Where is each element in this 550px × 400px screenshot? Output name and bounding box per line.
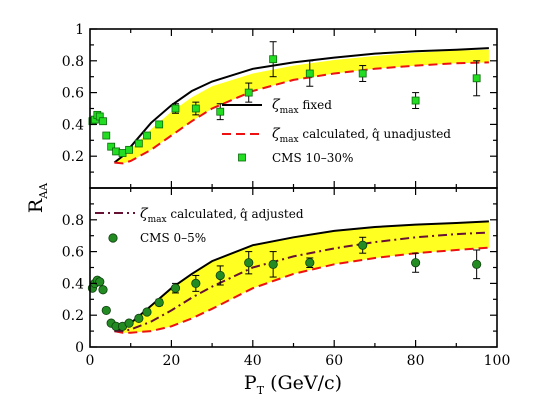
top-data-point	[191, 104, 200, 113]
bottom-data-point	[124, 318, 134, 328]
bottom-data-point	[410, 258, 421, 268]
legend-swatch-cms-10-30	[238, 153, 246, 162]
bottom-y-tick-label: 0.4	[62, 276, 84, 292]
legend-zeta-symbol: ζ	[272, 97, 281, 113]
bottom-y-tick-label: 0	[75, 340, 84, 356]
bottom-data-point	[134, 313, 144, 323]
legend-zeta-symbol: ζ	[272, 126, 281, 142]
x-axis-label: PT (GeV/c)	[244, 372, 342, 397]
bottom-x-tick-label: 0	[86, 353, 95, 369]
top-y-tick-label: 1	[75, 22, 84, 38]
bottom-data-point	[358, 240, 368, 250]
top-uncertainty-band	[114, 49, 489, 164]
top-data-point	[358, 69, 367, 78]
bottom-series-line-1	[114, 246, 489, 334]
bottom-data-point	[305, 258, 315, 268]
x-axis-label-sub: T	[257, 384, 265, 397]
y-axis-label-main: R	[25, 198, 47, 213]
legend-text: calculated,	[167, 207, 237, 221]
top-data-point	[269, 55, 278, 64]
bottom-data-point	[95, 277, 105, 287]
top-data-point	[102, 131, 111, 140]
top-data-point	[112, 147, 120, 156]
top-data-point	[472, 74, 481, 83]
x-axis-label-main: P	[244, 372, 257, 394]
top-data-point	[411, 96, 420, 105]
top-y-tick-label: 0.8	[62, 54, 84, 70]
bottom-data-point	[244, 258, 254, 268]
top-series-line-0	[113, 47, 489, 164]
legend-entry-cms-10-30: CMS 10–30%	[272, 151, 353, 165]
top-data-point	[216, 107, 225, 116]
bottom-x-tick-label: 60	[325, 353, 343, 369]
bottom-data-point	[154, 297, 164, 308]
bottom-x-tick-label: 80	[407, 353, 425, 369]
top-series-line-1	[114, 61, 489, 165]
bottom-y-tick-label: 0.2	[62, 308, 84, 324]
top-y-tick-label: 0.4	[62, 117, 84, 133]
top-y-tick-label: 0.2	[62, 149, 84, 165]
top-data-point	[244, 88, 253, 97]
top-data-point	[171, 104, 180, 113]
bottom-y-tick-label: 0.6	[62, 245, 84, 261]
bottom-data-point	[268, 259, 278, 269]
legend-qhat: q	[240, 207, 248, 221]
legend-entry-cms-0-5: CMS 0–5%	[140, 231, 206, 245]
top-data-point	[155, 120, 164, 129]
bottom-series-line-0	[114, 220, 489, 333]
legend-qhat: q	[372, 127, 380, 141]
bottom-uncertainty-band	[114, 221, 489, 333]
legend-text: CMS 0–5%	[140, 231, 206, 245]
legend-max-subscript: max	[280, 135, 299, 145]
legend-text: CMS 10–30%	[272, 151, 353, 165]
top-data-point	[125, 145, 133, 154]
top-panel: 0.2 0.4 0.6 0.8 1	[62, 22, 498, 189]
legend-text: calculated,	[299, 127, 369, 141]
top-y-tick-label: 0.6	[62, 86, 84, 102]
x-axis-label-rest: (GeV/c)	[264, 372, 342, 394]
bottom-series-line-2	[114, 231, 489, 333]
legend-text: fixed	[299, 98, 333, 112]
top-data-point	[143, 131, 151, 140]
bottom-y-tick-label: 0.8	[62, 213, 84, 229]
legend-max-subscript: max	[148, 215, 167, 225]
top-data-point	[118, 149, 127, 157]
y-axis-label-sub: AA	[37, 182, 50, 200]
legend-swatch-cms-0-5	[108, 233, 118, 243]
bottom-data-point	[98, 285, 108, 295]
bottom-data-point	[170, 283, 181, 293]
legend-rest: adjusted	[248, 207, 304, 221]
bottom-data-point	[101, 305, 111, 316]
top-data-point	[134, 139, 143, 148]
bottom-data-point	[215, 270, 225, 281]
top-data-point	[99, 117, 107, 126]
bottom-data-point	[142, 307, 152, 317]
legend-rest: unadjusted	[380, 127, 452, 141]
legend-entry-adjusted: ζmax calculated,q̂ adjusted	[140, 206, 304, 225]
bottom-x-tick-label: 20	[162, 353, 180, 369]
legend-entry-fixed: ζmax fixed	[272, 97, 332, 116]
bottom-x-tick-label: 40	[244, 353, 262, 369]
bottom-panel: 0 0.2 0.4 0.6 0.8 0 20 40 60 80 100	[62, 187, 511, 369]
bottom-data-point	[472, 259, 482, 269]
legend-zeta-symbol: ζ	[140, 206, 149, 222]
top-data-point	[305, 69, 314, 78]
bottom-x-tick-label: 100	[484, 353, 511, 369]
legend-entry-unadjusted: ζmax calculated,q̂ unadjusted	[272, 126, 451, 145]
y-axis-label: RAA	[25, 182, 50, 213]
bottom-data-point	[191, 278, 201, 288]
top-data-point	[107, 142, 116, 151]
legend-max-subscript: max	[280, 106, 299, 116]
